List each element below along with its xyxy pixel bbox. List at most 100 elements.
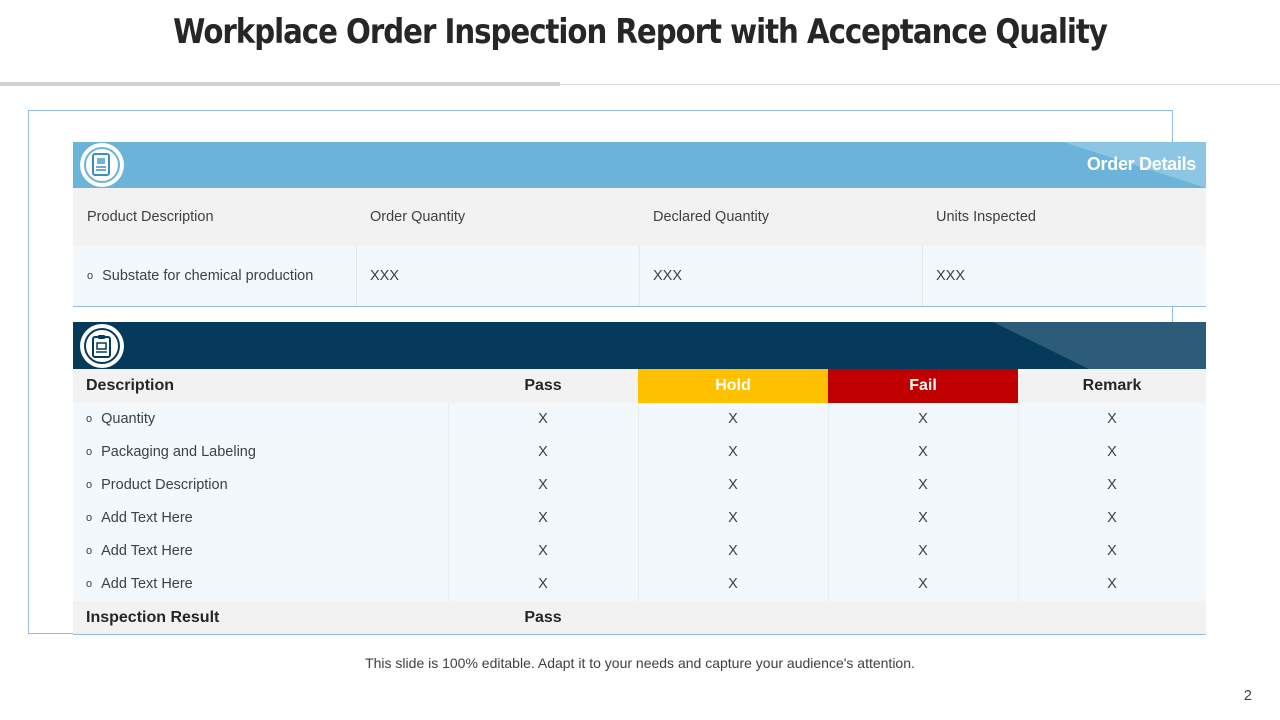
bullet: o (86, 479, 93, 491)
bullet: o (86, 413, 93, 425)
document-box-icon (80, 143, 124, 187)
row-pass-mark: X (538, 576, 548, 592)
row-label: Packaging and Labeling (101, 444, 256, 460)
order-details-data-row: o Substate for chemical production XXX XX… (73, 246, 1206, 307)
bullet: o (86, 512, 93, 524)
column-divider (922, 246, 923, 306)
header-pass: Pass (524, 377, 562, 394)
column-divider (828, 469, 829, 502)
column-divider (356, 246, 357, 306)
column-divider (448, 535, 449, 568)
page-title: Workplace Order Inspection Report with A… (173, 12, 1108, 52)
order-details-band: Order Details (73, 142, 1206, 188)
bullet: o (86, 446, 93, 458)
row-pass-mark: X (538, 444, 548, 460)
inspection-row: o Quantity X X X X (73, 403, 1206, 437)
page-number: 2 (1243, 688, 1252, 704)
column-divider (639, 246, 640, 306)
row-description: o Add Text Here (86, 568, 193, 601)
column-divider (1018, 535, 1019, 568)
row-remark-mark: X (1107, 576, 1117, 592)
inspection-header-row: Description Pass Hold Fail Remark (73, 369, 1206, 403)
header-product-description: Product Description (87, 209, 214, 225)
header-declared-quantity: Declared Quantity (653, 209, 770, 225)
row-remark-mark: X (1107, 411, 1117, 427)
column-divider (448, 502, 449, 535)
column-divider (448, 568, 449, 601)
row-fail-mark: X (918, 576, 928, 592)
row-description: o Product Description (86, 469, 228, 502)
row-remark-mark: X (1107, 510, 1117, 526)
inspection-result-row: Inspection Result Pass (73, 601, 1206, 635)
column-divider (1018, 502, 1019, 535)
header-remark: Remark (1082, 377, 1142, 394)
inspection-result-label: Inspection Result (86, 609, 220, 626)
row-fail-mark: X (918, 510, 928, 526)
title-divider (0, 84, 1280, 85)
column-divider (638, 403, 639, 436)
row-hold-mark: X (728, 444, 738, 460)
row-label: Add Text Here (101, 576, 193, 592)
column-divider (638, 535, 639, 568)
inspection-row: o Add Text Here X X X X (73, 502, 1206, 536)
order-quantity-value: XXX (370, 268, 400, 284)
order-details-header-row: Product Description Order Quantity Decla… (73, 188, 1206, 246)
clipboard-icon (80, 324, 124, 368)
column-divider (828, 403, 829, 436)
header-units-inspected: Units Inspected (936, 209, 1036, 225)
header-order-quantity: Order Quantity (370, 209, 466, 225)
inspection-row: o Packaging and Labeling X X X X (73, 436, 1206, 470)
bullet: o (86, 545, 93, 557)
row-description: o Add Text Here (86, 502, 193, 535)
column-divider (828, 436, 829, 469)
row-label: Add Text Here (101, 510, 193, 526)
bullet: o (87, 270, 94, 282)
footer-note: This slide is 100% editable. Adapt it to… (365, 655, 915, 671)
row-fail-mark: X (918, 411, 928, 427)
inspection-row: o Add Text Here X X X X (73, 535, 1206, 569)
column-divider (638, 436, 639, 469)
row-label: Quantity (101, 411, 156, 427)
product-description-text: Substate for chemical production (102, 268, 314, 284)
header-hold: Hold (638, 369, 828, 403)
row-pass-mark: X (538, 543, 548, 559)
product-description-value: o Substate for chemical production (87, 268, 313, 284)
row-remark-mark: X (1107, 444, 1117, 460)
inspection-row: o Product Description X X X X (73, 469, 1206, 503)
band-shade (993, 322, 1206, 369)
header-description: Description (86, 377, 175, 394)
row-label: Add Text Here (101, 543, 193, 559)
header-fail: Fail (828, 369, 1018, 403)
order-details-title: Order Details (1086, 154, 1196, 174)
inspection-result-value: Pass (524, 609, 562, 626)
row-hold-mark: X (728, 477, 738, 493)
row-pass-mark: X (538, 477, 548, 493)
column-divider (828, 535, 829, 568)
row-label: Product Description (101, 477, 228, 493)
row-pass-mark: X (538, 510, 548, 526)
row-description: o Packaging and Labeling (86, 436, 256, 469)
column-divider (448, 436, 449, 469)
inspection-row: o Add Text Here X X X X (73, 568, 1206, 602)
row-remark-mark: X (1107, 543, 1117, 559)
row-fail-mark: X (918, 543, 928, 559)
column-divider (828, 502, 829, 535)
row-fail-mark: X (918, 444, 928, 460)
title-accent-bar (0, 82, 560, 86)
column-divider (638, 469, 639, 502)
column-divider (638, 568, 639, 601)
row-hold-mark: X (728, 411, 738, 427)
inspection-band (73, 322, 1206, 369)
column-divider (1018, 436, 1019, 469)
declared-quantity-value: XXX (653, 268, 683, 284)
row-remark-mark: X (1107, 477, 1117, 493)
column-divider (1018, 403, 1019, 436)
column-divider (638, 502, 639, 535)
row-hold-mark: X (728, 576, 738, 592)
row-description: o Add Text Here (86, 535, 193, 568)
row-hold-mark: X (728, 510, 738, 526)
column-divider (1018, 568, 1019, 601)
column-divider (828, 568, 829, 601)
column-divider (448, 469, 449, 502)
column-divider (1018, 469, 1019, 502)
